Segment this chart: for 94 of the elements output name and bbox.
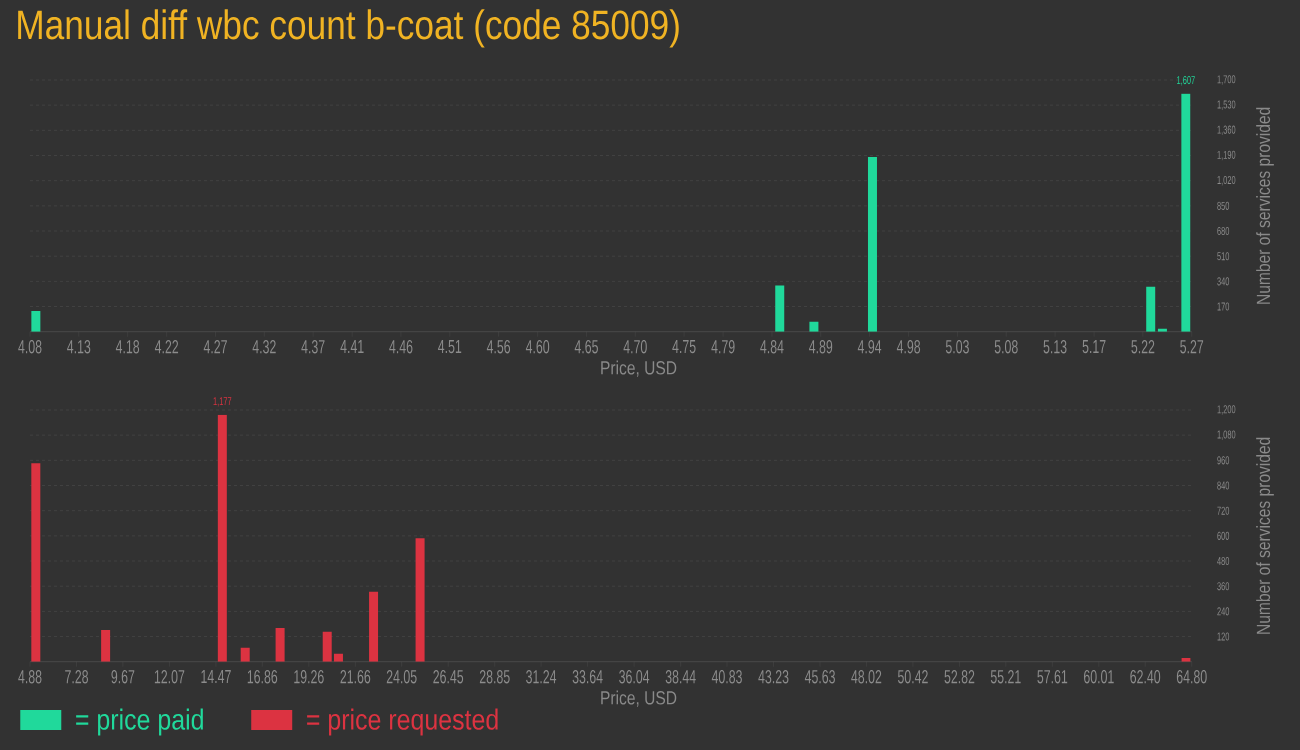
legend-label: = price paid <box>76 708 203 736</box>
x-tick-label: 4.27 <box>203 339 227 354</box>
bar <box>775 285 785 332</box>
x-tick-label: 5.22 <box>1131 339 1155 354</box>
x-axis-title: Price, USD <box>601 690 677 707</box>
x-tick-label: 12.07 <box>154 669 185 684</box>
x-tick-label: 4.08 <box>18 339 42 354</box>
x-tick-label: 4.79 <box>711 339 735 354</box>
y-tick-label: 1,700 <box>1217 75 1236 85</box>
x-tick-label: 4.84 <box>760 339 784 354</box>
x-tick-label: 4.18 <box>115 339 140 354</box>
y-tick-label: 1,530 <box>1217 100 1236 110</box>
chart-title: Manual diff wbc count b-coat (code 85009) <box>18 9 679 48</box>
x-tick-label: 38.44 <box>665 669 696 684</box>
data-label: 1,607 <box>1177 76 1195 86</box>
x-tick-label: 4.98 <box>896 339 921 354</box>
bar <box>322 631 332 662</box>
x-tick-label: 4.32 <box>252 339 276 354</box>
x-tick-label: 4.13 <box>67 339 91 354</box>
bar <box>101 630 111 662</box>
bar <box>1146 286 1156 332</box>
y-tick-label: 960 <box>1217 456 1230 465</box>
x-tick-label: 4.37 <box>301 339 325 354</box>
x-tick-label: 4.89 <box>809 339 833 354</box>
x-tick-label: 5.13 <box>1043 339 1067 354</box>
y-tick-label: 1,190 <box>1217 150 1236 161</box>
x-tick-label: 16.86 <box>247 669 278 684</box>
bar <box>31 310 41 332</box>
legend-label: = price requested <box>307 708 498 736</box>
x-tick-label: 5.17 <box>1082 339 1106 354</box>
y-tick-label: 120 <box>1217 632 1230 641</box>
bar <box>31 463 41 662</box>
bar <box>1181 93 1191 332</box>
y-tick-label: 510 <box>1217 252 1230 261</box>
y-tick-label: 600 <box>1217 531 1230 540</box>
bar <box>217 414 227 662</box>
x-tick-label: 4.94 <box>857 339 882 354</box>
x-tick-label: 62.40 <box>1130 669 1161 684</box>
x-tick-label: 4.65 <box>574 339 598 354</box>
x-tick-label: 64.80 <box>1176 669 1207 684</box>
x-tick-label: 28.85 <box>479 669 510 684</box>
bar <box>240 647 250 662</box>
x-tick-label: 50.42 <box>897 669 928 684</box>
x-tick-label: 33.64 <box>572 669 603 684</box>
y-tick-label: 1,200 <box>1217 405 1236 415</box>
x-tick-label: 7.28 <box>65 669 89 684</box>
x-tick-label: 60.01 <box>1084 669 1114 684</box>
y-tick-label: 720 <box>1217 506 1230 515</box>
x-tick-label: 55.21 <box>990 669 1021 684</box>
x-tick-label: 57.61 <box>1037 669 1068 684</box>
bar <box>369 591 379 662</box>
x-axis-title: Price, USD <box>601 360 677 377</box>
x-tick-label: 4.60 <box>525 339 550 354</box>
y-axis-title: Number of services provided <box>1256 107 1274 304</box>
x-tick-label: 19.26 <box>294 669 324 684</box>
x-tick-label: 45.63 <box>804 669 835 684</box>
y-tick-label: 1,360 <box>1217 125 1236 136</box>
x-tick-label: 31.24 <box>526 669 557 684</box>
y-tick-label: 240 <box>1217 607 1230 616</box>
y-tick-label: 850 <box>1217 201 1230 210</box>
y-tick-label: 680 <box>1217 226 1230 236</box>
x-tick-label: 5.03 <box>945 339 969 354</box>
x-tick-label: 4.22 <box>154 339 179 354</box>
y-tick-label: 360 <box>1217 582 1230 591</box>
x-tick-label: 4.41 <box>340 339 364 354</box>
x-tick-label: 48.02 <box>851 669 882 684</box>
x-tick-label: 9.67 <box>111 669 135 684</box>
x-tick-label: 21.66 <box>340 669 371 684</box>
x-tick-label: 40.83 <box>711 669 742 684</box>
x-tick-label: 4.46 <box>389 339 413 354</box>
bar <box>275 627 285 662</box>
bar <box>415 538 425 662</box>
x-tick-label: 5.27 <box>1180 339 1204 354</box>
y-tick-label: 480 <box>1217 556 1230 566</box>
x-tick-label: 4.56 <box>486 339 511 354</box>
x-tick-label: 43.23 <box>758 669 789 684</box>
y-tick-label: 170 <box>1217 302 1230 311</box>
x-tick-label: 4.75 <box>672 339 696 354</box>
y-tick-label: 340 <box>1217 277 1230 286</box>
y-tick-label: 1,080 <box>1217 430 1236 440</box>
x-tick-label: 4.70 <box>623 339 647 354</box>
x-tick-label: 26.45 <box>433 669 464 684</box>
x-tick-label: 52.82 <box>944 669 975 684</box>
x-tick-label: 5.08 <box>994 339 1018 354</box>
data-label: 1,177 <box>213 397 232 407</box>
y-tick-label: 1,020 <box>1217 175 1236 186</box>
x-tick-label: 24.05 <box>386 669 417 684</box>
x-tick-label: 14.47 <box>201 669 231 684</box>
x-tick-label: 36.04 <box>619 669 650 684</box>
bar <box>867 156 877 332</box>
x-tick-label: 4.51 <box>438 339 462 354</box>
y-axis-title: Number of services provided <box>1256 437 1274 634</box>
y-tick-label: 840 <box>1217 481 1230 490</box>
x-tick-label: 4.88 <box>18 669 42 684</box>
